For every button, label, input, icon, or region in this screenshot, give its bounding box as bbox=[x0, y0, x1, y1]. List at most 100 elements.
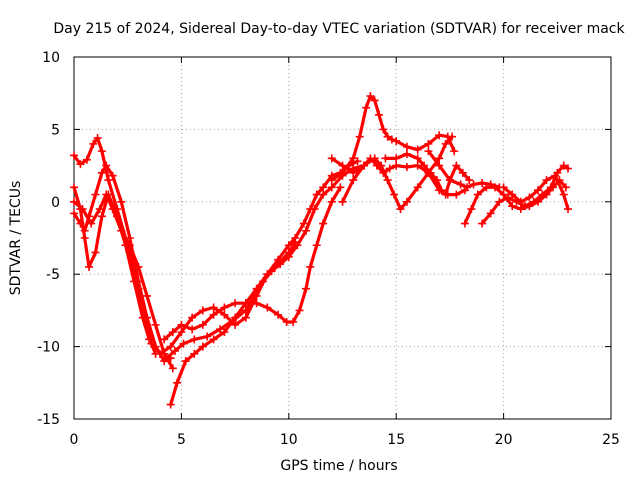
x-tick-label: 10 bbox=[280, 432, 298, 448]
data-point bbox=[327, 176, 336, 185]
data-point bbox=[259, 277, 268, 286]
data-point bbox=[216, 325, 225, 334]
data-point bbox=[190, 349, 199, 358]
data-point bbox=[91, 190, 100, 199]
data-point bbox=[108, 171, 117, 180]
data-point bbox=[177, 328, 186, 337]
data-point bbox=[97, 168, 106, 177]
data-point bbox=[102, 161, 111, 170]
data-point bbox=[228, 316, 237, 325]
data-point bbox=[76, 219, 85, 228]
data-point bbox=[173, 378, 182, 387]
data-point bbox=[564, 205, 573, 214]
data-point bbox=[170, 346, 179, 355]
data-point bbox=[379, 168, 388, 177]
data-point bbox=[396, 205, 405, 214]
data-point bbox=[387, 135, 396, 144]
data-point bbox=[70, 151, 78, 160]
data-point bbox=[301, 226, 310, 235]
data-point bbox=[499, 183, 508, 192]
data-point bbox=[353, 157, 362, 166]
data-point bbox=[445, 176, 454, 185]
data-point bbox=[499, 190, 508, 199]
data-point bbox=[486, 209, 495, 218]
data-point bbox=[209, 310, 218, 319]
data-point bbox=[276, 260, 285, 269]
data-point bbox=[525, 193, 534, 202]
data-point bbox=[559, 161, 568, 170]
data-point bbox=[104, 176, 113, 185]
data-point bbox=[495, 197, 504, 206]
data-point bbox=[231, 320, 240, 329]
series-track-3 bbox=[70, 161, 175, 366]
data-point bbox=[70, 183, 78, 192]
data-point bbox=[383, 132, 392, 141]
data-point bbox=[521, 202, 530, 211]
data-point bbox=[295, 306, 304, 315]
data-point bbox=[97, 212, 106, 221]
data-point bbox=[426, 168, 435, 177]
data-point bbox=[319, 219, 328, 228]
data-point bbox=[327, 183, 336, 192]
series-track-12 bbox=[381, 150, 474, 199]
data-point bbox=[108, 205, 117, 214]
data-point bbox=[546, 183, 555, 192]
data-point bbox=[435, 161, 444, 170]
data-point bbox=[293, 241, 302, 250]
data-point bbox=[441, 139, 450, 148]
data-point bbox=[359, 161, 368, 170]
data-point bbox=[448, 132, 457, 141]
data-point bbox=[168, 328, 177, 337]
data-point bbox=[413, 145, 422, 154]
data-point bbox=[198, 320, 207, 329]
data-point bbox=[220, 303, 229, 312]
data-point bbox=[252, 299, 261, 308]
data-point bbox=[349, 154, 358, 163]
data-point bbox=[310, 205, 319, 214]
y-tick-label: -5 bbox=[46, 267, 60, 283]
data-point bbox=[338, 197, 347, 206]
y-tick-label: -10 bbox=[37, 340, 60, 356]
data-point bbox=[203, 332, 212, 341]
x-axis-label: GPS time / hours bbox=[280, 458, 397, 474]
data-point bbox=[392, 136, 401, 145]
data-point bbox=[220, 310, 229, 319]
data-point bbox=[319, 183, 328, 192]
data-point bbox=[508, 202, 517, 211]
x-tick-label: 0 bbox=[70, 432, 79, 448]
data-point bbox=[220, 328, 229, 337]
data-point bbox=[198, 342, 207, 351]
data-point bbox=[424, 147, 433, 156]
grid-lines bbox=[74, 57, 611, 419]
data-point bbox=[299, 219, 308, 228]
data-point bbox=[160, 335, 169, 344]
data-point bbox=[424, 139, 433, 148]
data-point bbox=[117, 197, 126, 206]
data-point bbox=[102, 190, 111, 199]
data-point bbox=[467, 205, 476, 214]
data-point bbox=[435, 154, 444, 163]
series-track-7 bbox=[160, 183, 345, 344]
data-point bbox=[402, 150, 411, 159]
data-point bbox=[231, 299, 240, 308]
data-point bbox=[93, 134, 102, 143]
data-point bbox=[80, 226, 89, 235]
series-track-15 bbox=[478, 161, 573, 228]
x-tick-label: 25 bbox=[602, 432, 620, 448]
data-point bbox=[190, 335, 199, 344]
series-track-4 bbox=[70, 190, 177, 373]
data-point bbox=[349, 176, 358, 185]
data-point bbox=[413, 154, 422, 163]
data-point bbox=[491, 183, 500, 192]
data-point bbox=[551, 171, 560, 180]
data-point bbox=[151, 320, 160, 329]
series-line bbox=[480, 164, 570, 226]
data-point bbox=[89, 139, 98, 148]
data-point bbox=[263, 303, 272, 312]
data-point bbox=[181, 357, 190, 366]
data-point bbox=[392, 161, 401, 170]
data-point bbox=[456, 180, 465, 189]
data-series bbox=[70, 92, 573, 409]
data-point bbox=[177, 320, 186, 329]
